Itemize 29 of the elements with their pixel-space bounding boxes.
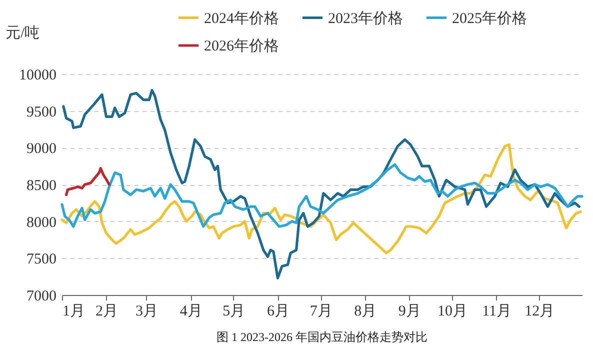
y-tick-label: 8000 — [26, 214, 56, 231]
y-tick-label: 7500 — [26, 252, 56, 268]
y-axis-title: 元/吨 — [6, 24, 40, 42]
line-series — [62, 88, 580, 280]
legend-label: 2024年价格 — [204, 10, 279, 27]
x-tick-label: 4月 — [180, 304, 202, 320]
legend-label: 2025年价格 — [452, 10, 527, 27]
caption: 图 1 2023-2026 年国内豆油价格走势对比 — [216, 330, 428, 344]
y-tick-label: 8500 — [26, 178, 56, 194]
x-tick-label: 6月 — [266, 304, 290, 320]
line-series — [60, 163, 584, 228]
legend-label: 2026年价格 — [204, 38, 279, 54]
x-tick-label: 1月 — [62, 304, 85, 320]
x-tick-label: 9月 — [398, 304, 421, 320]
x-tick-label: 2月 — [96, 304, 118, 320]
x-tick-label: 8月 — [354, 304, 377, 320]
line-series — [60, 143, 582, 254]
x-tick-label: 11月 — [482, 304, 512, 320]
y-tick-label: 9000 — [26, 141, 56, 158]
y-tick-label: 10000 — [19, 68, 56, 84]
x-tick-label: 10月 — [438, 304, 468, 320]
x-tick-label: 3月 — [136, 304, 158, 320]
x-tick-label: 5月 — [222, 304, 246, 320]
line-series — [64, 166, 110, 196]
x-tick-label: 7月 — [310, 304, 332, 320]
x-tick-label: 12月 — [524, 304, 555, 320]
legend-label: 2023年价格 — [328, 10, 403, 27]
y-tick-label: 9500 — [26, 104, 56, 120]
y-tick-label: 7000 — [26, 288, 56, 304]
